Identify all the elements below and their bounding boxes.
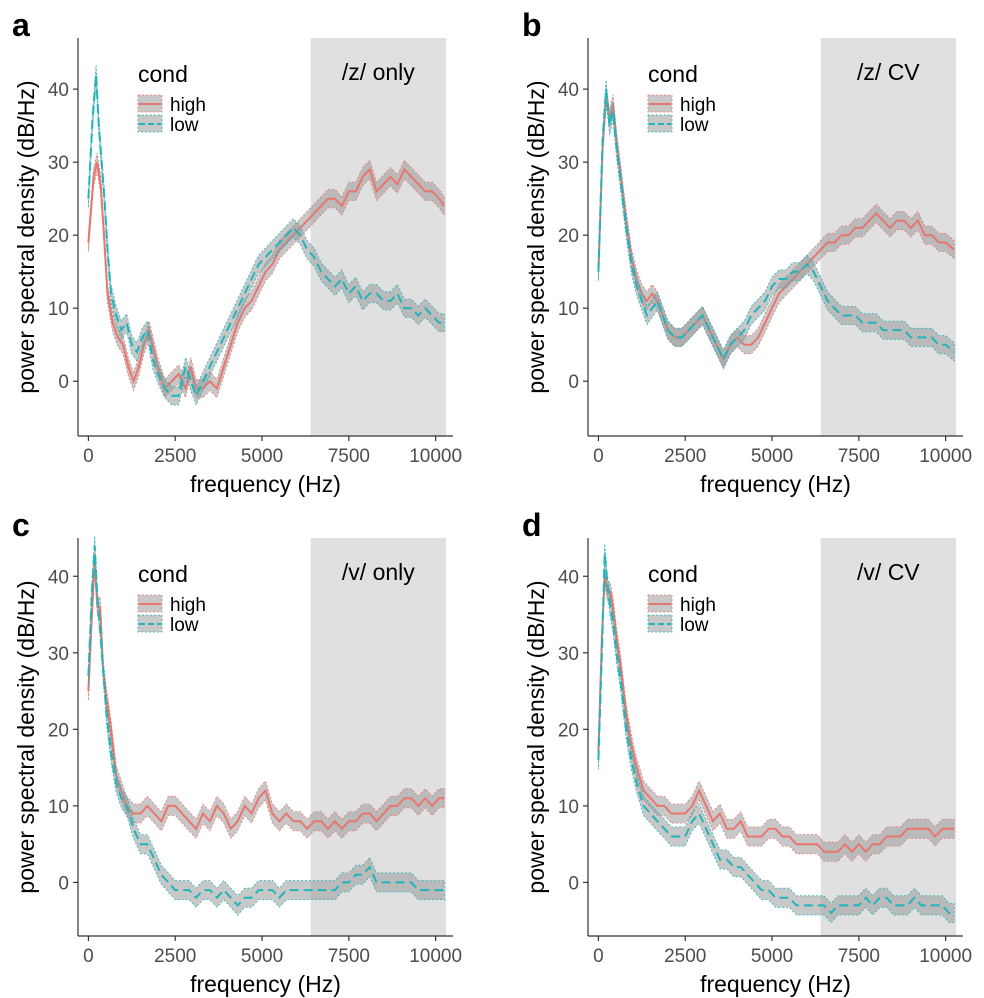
panel-letter: a [12,7,30,43]
x-tick-label: 7500 [328,946,370,967]
y-axis-title: power spectral density (dB/Hz) [523,580,549,893]
panel-letter: d [522,507,542,543]
panel-a: /z/ only 0 2500 5000 7500 10000 0 10 20 30 40 frequ… [12,7,462,497]
x-tick-label: 2500 [664,946,706,967]
legend-title: cond [138,61,188,87]
series-line-low [597,89,955,362]
legend-title: cond [138,561,188,587]
series-line-low [87,545,445,907]
region-label: /v/ only [342,559,415,585]
legend-title: cond [648,561,698,587]
legend-label-high: high [680,595,716,616]
y-axis-title: power spectral density (dB/Hz) [13,80,39,393]
region-label: /v/ CV [857,559,920,585]
x-tick-label: 10000 [919,446,972,467]
panel-letter: c [12,507,30,543]
series-ribbon-high [598,566,955,862]
series-ribbon-low [88,65,445,407]
legend-label-high: high [170,595,206,616]
x-tick-label: 0 [593,446,604,467]
y-tick-label: 40 [558,80,579,101]
highlight-region [820,538,957,936]
x-tick-label: 7500 [328,446,370,467]
region-label: /z/ only [342,59,415,85]
y-tick-label: 10 [48,797,69,818]
series-ribbon-low [88,536,445,916]
series-ribbon-low [598,543,955,924]
legend-label-high: high [680,95,716,116]
x-axis-title: frequency (Hz) [700,471,851,497]
series-ribbon-low [598,79,955,370]
x-tick-label: 10000 [409,946,462,967]
x-tick-label: 5000 [751,946,793,967]
series-line-high [87,161,446,392]
x-tick-label: 0 [83,446,94,467]
y-tick-label: 30 [558,644,579,665]
highlight-region [310,538,447,936]
x-tick-label: 0 [83,946,94,967]
region-label: /z/ CV [857,59,920,85]
legend-label-low: low [680,615,709,636]
x-axis-title: frequency (Hz) [700,971,851,997]
series-line-low [597,553,955,915]
legend-label-high: high [170,95,206,116]
y-tick-label: 20 [48,720,69,741]
x-axis-title: frequency (Hz) [190,971,341,997]
legend-label-low: low [170,115,199,136]
y-tick-label: 10 [48,299,69,320]
y-tick-label: 20 [558,720,579,741]
series-line-low [87,74,445,399]
highlight-region [310,38,447,436]
y-tick-label: 30 [48,644,69,665]
y-tick-label: 40 [48,80,69,101]
x-tick-label: 7500 [838,946,880,967]
x-tick-label: 5000 [241,946,283,967]
x-tick-label: 2500 [664,446,706,467]
x-tick-label: 0 [593,946,604,967]
y-tick-label: 0 [58,873,69,894]
y-axis-title: power spectral density (dB/Hz) [13,580,39,893]
y-axis-title: power spectral density (dB/Hz) [523,80,549,393]
y-tick-label: 40 [558,567,579,588]
panel-d: /v/ CV 0 2500 5000 7500 10000 0 10 20 30 40 frequen… [522,507,972,997]
x-tick-label: 5000 [751,446,793,467]
legend-title: cond [648,61,698,87]
x-tick-label: 10000 [919,946,972,967]
y-tick-label: 30 [48,153,69,174]
y-tick-label: 0 [58,372,69,393]
x-tick-label: 7500 [838,446,880,467]
x-tick-label: 2500 [154,946,196,967]
series-ribbon-high [88,551,445,840]
y-tick-label: 10 [558,299,579,320]
x-tick-label: 2500 [154,446,196,467]
x-tick-label: 5000 [241,446,283,467]
x-tick-label: 10000 [409,446,462,467]
y-tick-label: 20 [558,226,579,247]
y-tick-label: 30 [558,153,579,174]
legend-label-low: low [680,115,709,136]
x-axis-title: frequency (Hz) [190,471,341,497]
panel-letter: b [522,7,542,43]
y-tick-label: 10 [558,797,579,818]
y-tick-label: 0 [568,873,579,894]
panel-b: /z/ CV 0 2500 5000 7500 10000 0 10 20 30 40 frequen… [522,7,972,497]
y-tick-label: 40 [48,567,69,588]
y-tick-label: 0 [568,372,579,393]
legend-label-low: low [170,615,199,636]
panel-c: /v/ only 0 2500 5000 7500 10000 0 10 20 30 40 frequ… [12,507,462,997]
y-tick-label: 20 [48,226,69,247]
series-line-high [597,576,955,854]
